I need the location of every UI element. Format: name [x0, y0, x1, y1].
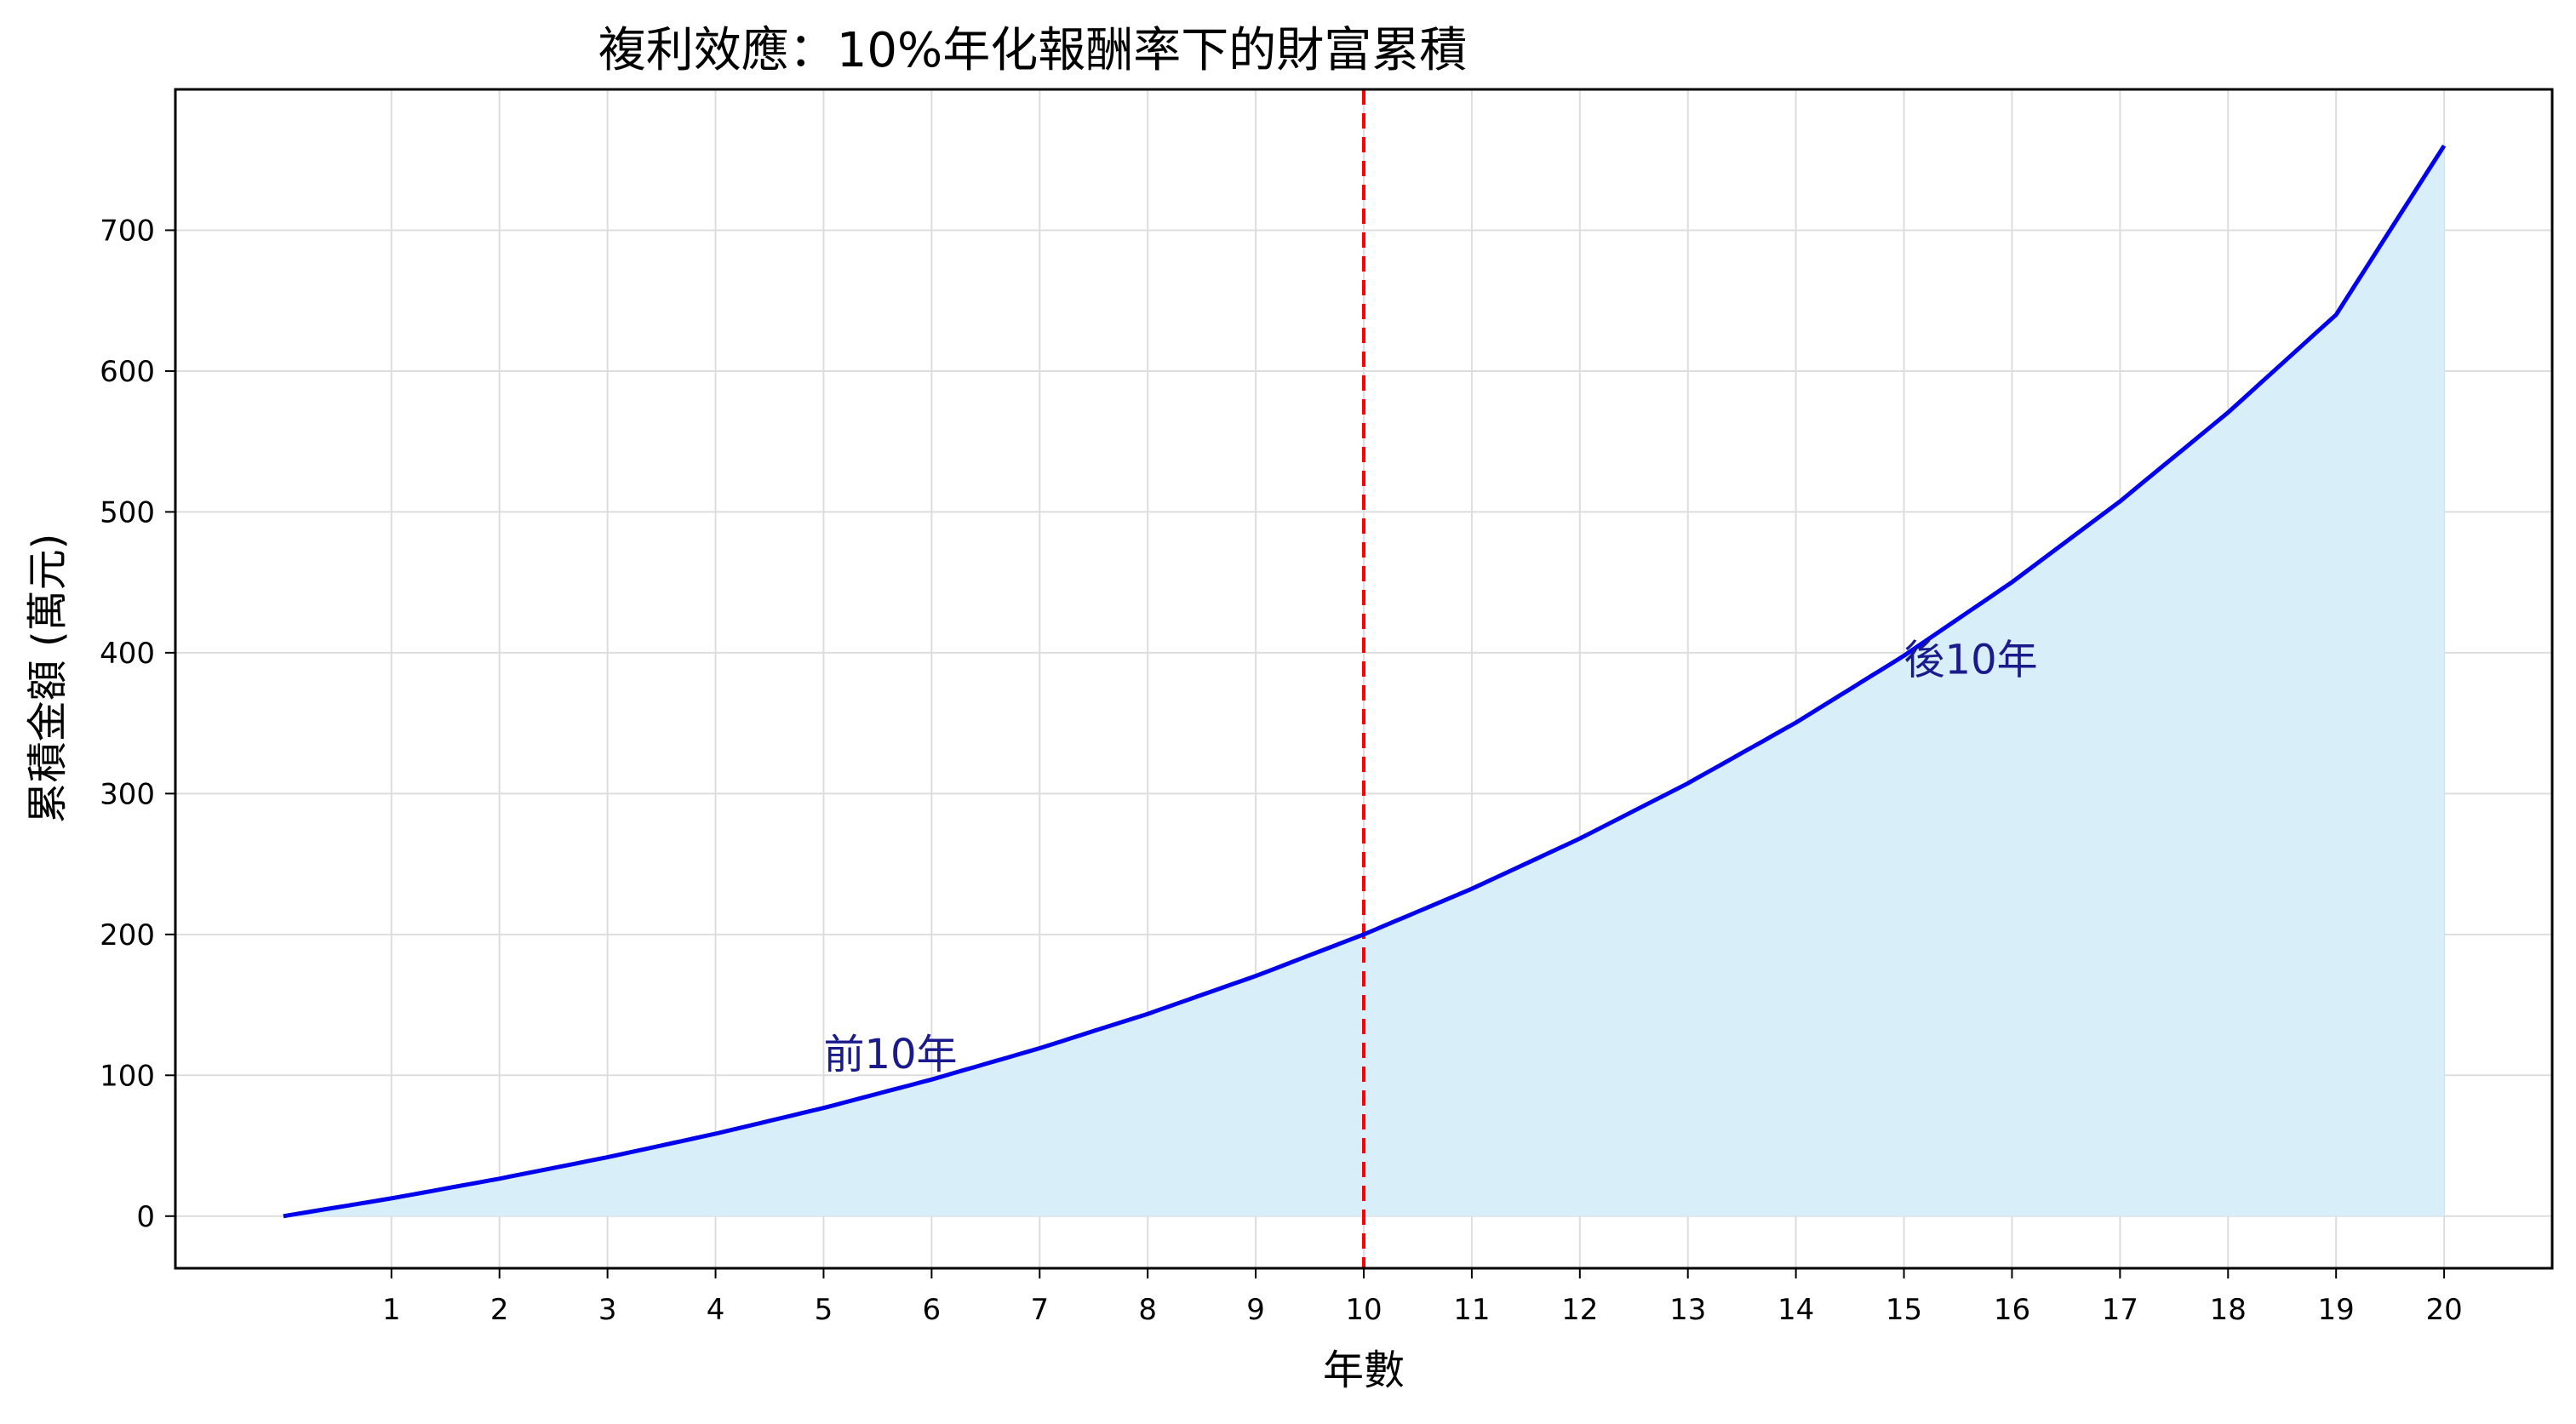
chart-title: 複利效應：10%年化報酬率下的財富累積 — [598, 23, 1467, 78]
annotation-label: 前10年 — [823, 1031, 957, 1078]
y-tick-label: 500 — [100, 495, 155, 529]
y-axis-ticks: 0 100 200 300 400 500 600 700 — [100, 214, 175, 1234]
x-tick-label: 19 — [2318, 1293, 2355, 1327]
annotation-layer: 前10年 後10年 — [823, 637, 2037, 1078]
x-tick-label: 7 — [1030, 1293, 1049, 1327]
x-tick-label: 1 — [382, 1293, 401, 1327]
y-axis-label: 累積金額 (萬元) — [24, 534, 72, 824]
annotation-label: 後10年 — [1904, 637, 2038, 684]
x-tick-label: 9 — [1246, 1293, 1265, 1327]
x-tick-label: 17 — [2102, 1293, 2138, 1327]
x-tick-label: 11 — [1453, 1293, 1490, 1327]
y-tick-label: 100 — [100, 1059, 155, 1093]
series-line-layer — [283, 144, 2447, 1219]
x-tick-label: 20 — [2425, 1293, 2462, 1327]
y-tick-label: 200 — [100, 918, 155, 952]
y-tick-label: 700 — [100, 214, 155, 248]
x-tick-label: 18 — [2210, 1293, 2247, 1327]
area-fill — [283, 146, 2445, 1216]
y-tick-label: 400 — [100, 637, 155, 671]
area-fill-layer — [283, 146, 2445, 1216]
x-axis-label: 年數 — [1323, 1347, 1405, 1394]
x-tick-label: 3 — [598, 1293, 617, 1327]
x-tick-label: 5 — [815, 1293, 833, 1327]
y-tick-label: 0 — [136, 1200, 155, 1234]
x-axis-ticks: 1 2 3 4 5 6 7 8 9 10 11 12 13 14 15 16 17 18 19 20 — [382, 1268, 2463, 1327]
x-tick-label: 15 — [1886, 1293, 1922, 1327]
x-tick-label: 14 — [1777, 1293, 1814, 1327]
series-line — [283, 144, 2447, 1219]
x-tick-label: 6 — [923, 1293, 942, 1327]
x-tick-label: 4 — [707, 1293, 725, 1327]
x-tick-label: 2 — [490, 1293, 509, 1327]
x-tick-label: 8 — [1138, 1293, 1157, 1327]
x-tick-label: 16 — [1994, 1293, 2030, 1327]
x-tick-label: 12 — [1561, 1293, 1598, 1327]
y-tick-label: 600 — [100, 355, 155, 389]
x-tick-label: 10 — [1345, 1293, 1382, 1327]
y-tick-label: 300 — [100, 777, 155, 811]
x-tick-label: 13 — [1669, 1293, 1706, 1327]
